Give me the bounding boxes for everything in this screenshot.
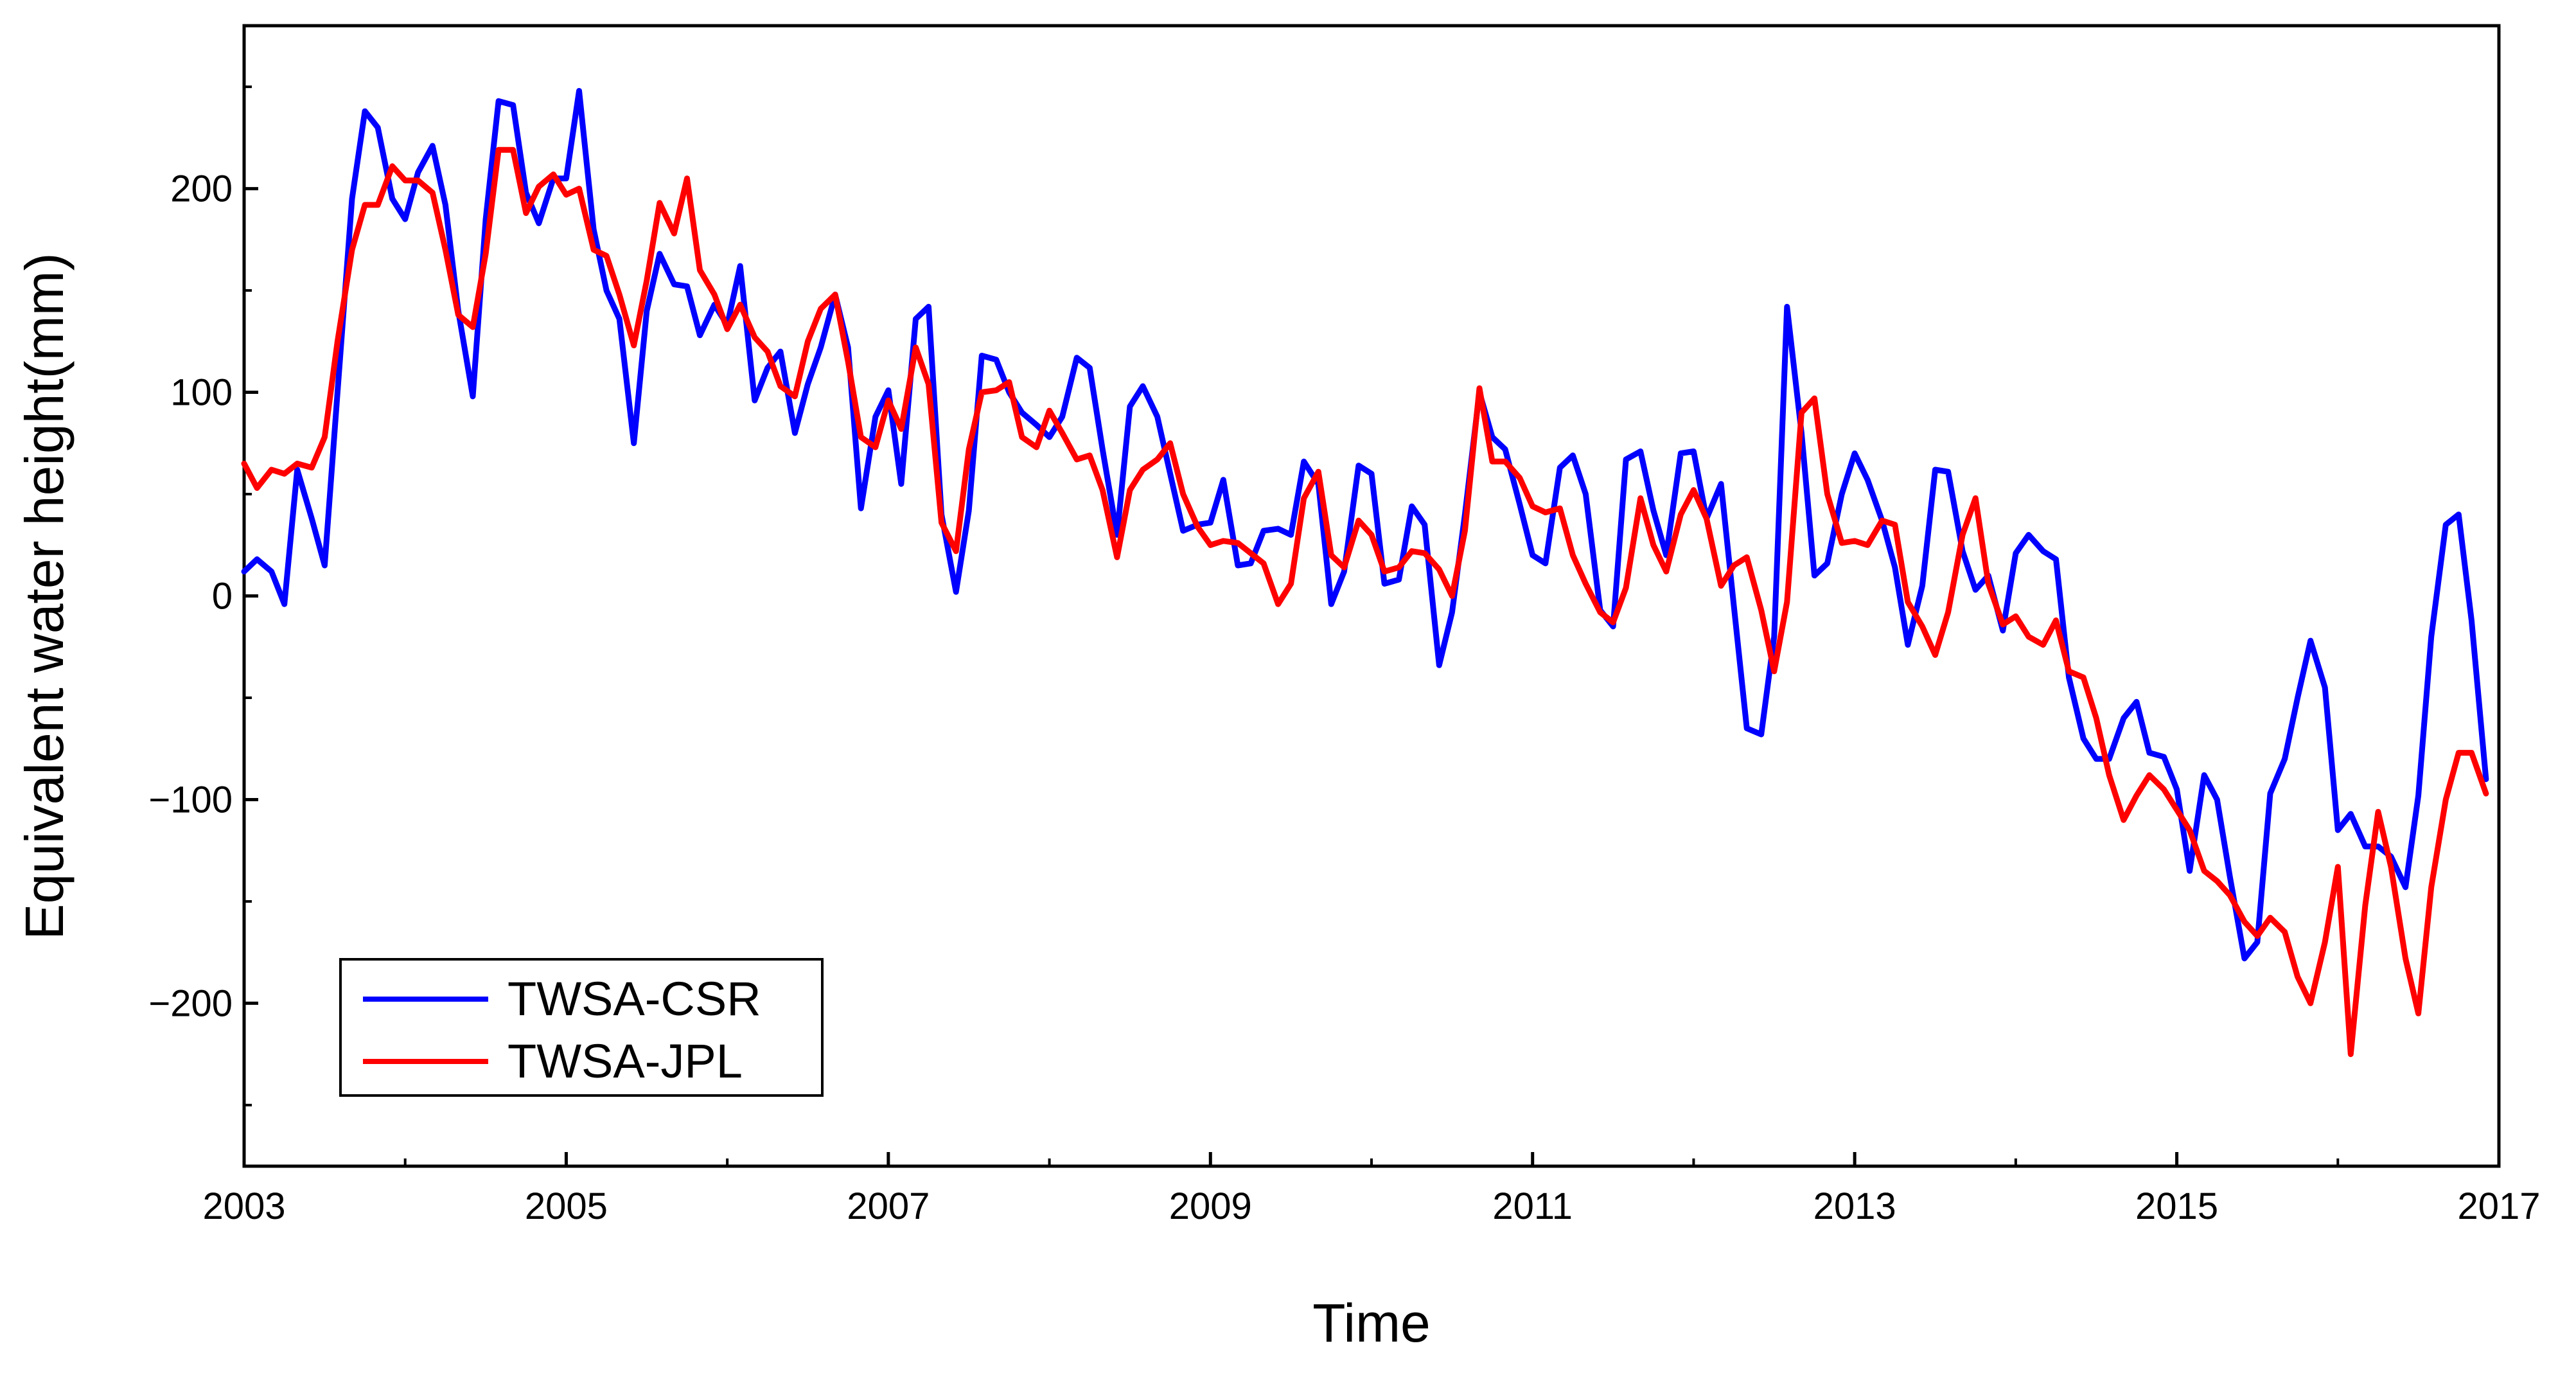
x-tick-label: 2007	[847, 1185, 930, 1227]
series-line-twsa-jpl	[241, 146, 2489, 1058]
y-axis: −200 −100 0 100 200	[148, 85, 258, 1106]
y-axis-title: Equivalent water height(mm)	[14, 253, 75, 939]
series-line-twsa-csr	[241, 87, 2489, 962]
x-tick-label: 2011	[1492, 1185, 1573, 1227]
legend-label-csr: TWSA-CSR	[507, 972, 761, 1025]
y-tick-label: 100	[170, 372, 233, 414]
x-tick-label: 2017	[2457, 1185, 2540, 1227]
y-tick-label: 0	[212, 576, 233, 617]
legend: TWSA-CSR TWSA-JPL	[339, 958, 824, 1097]
y-tick-label: −100	[148, 779, 233, 821]
legend-label-jpl: TWSA-JPL	[507, 1034, 743, 1088]
x-tick-label: 2003	[202, 1185, 285, 1227]
x-tick-label: 2005	[525, 1185, 608, 1227]
y-tick-label: 200	[170, 168, 233, 210]
x-axis-title: Time	[1312, 1293, 1431, 1353]
x-tick-label: 2013	[1813, 1185, 1896, 1227]
x-tick-label: 2015	[2135, 1185, 2218, 1227]
legend-box	[339, 958, 824, 1097]
series-layer	[241, 87, 2489, 1058]
x-axis: 2003 2005 2007 2009 2011 2013 2015 2017	[202, 1152, 2541, 1227]
x-tick-label: 2009	[1169, 1185, 1252, 1227]
y-tick-label: −200	[148, 982, 233, 1024]
